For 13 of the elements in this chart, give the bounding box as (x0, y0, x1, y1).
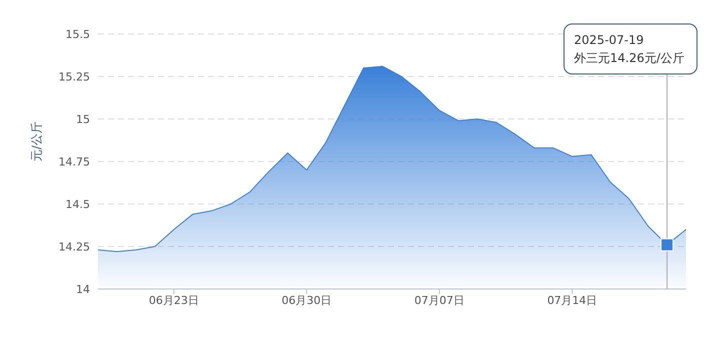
y-tick-label: 14.5 (66, 198, 90, 211)
annotation: 2025-07-19 外三元14.26元/公斤 (574, 33, 684, 65)
y-tick-label: 15.5 (66, 28, 90, 41)
y-tick-label: 15.25 (58, 70, 90, 84)
y-tick-label: 14.25 (58, 240, 90, 254)
y-tick-label: 15 (76, 112, 90, 126)
y-tick-label: 14.75 (58, 155, 90, 168)
y-axis-title: 元/公斤 (29, 121, 44, 162)
x-tick-label: 06月30日 (282, 294, 332, 307)
y-tick-label: 14 (76, 282, 90, 296)
x-tick-label: 06月23日 (148, 294, 199, 307)
x-tick-label: 07月07日 (414, 294, 464, 307)
x-tick-label: 07月14日 (547, 294, 598, 307)
